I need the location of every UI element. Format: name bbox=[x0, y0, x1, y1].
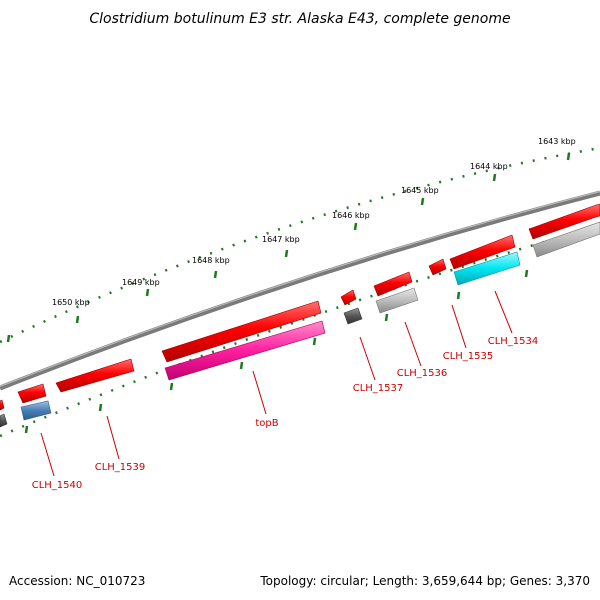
major-tick bbox=[284, 249, 289, 258]
major-tick bbox=[353, 222, 358, 231]
gene-label-clh-1535: CLH_1535 bbox=[443, 351, 494, 362]
scale-label: 1644 kbp bbox=[470, 162, 508, 171]
major-tick bbox=[169, 382, 174, 391]
leader-line bbox=[40, 432, 55, 477]
label-leaders bbox=[40, 290, 513, 477]
major-tick bbox=[420, 197, 425, 206]
scale-labels: 1643 kbp 1644 kbp 1645 kbp 1646 kbp 1647… bbox=[52, 137, 576, 307]
major-tick bbox=[6, 334, 11, 343]
gene-label-clh-1539: CLH_1539 bbox=[95, 462, 146, 473]
accession-text: Accession: NC_010723 bbox=[9, 574, 146, 588]
gene-label-clh-1537: CLH_1537 bbox=[353, 383, 404, 394]
genome-backbone bbox=[0, 190, 600, 391]
leader-line bbox=[106, 415, 120, 460]
gene-feature bbox=[375, 287, 419, 314]
gene-label-clh-1540: CLH_1540 bbox=[32, 480, 83, 491]
major-tick bbox=[524, 269, 529, 278]
leader-line bbox=[252, 370, 267, 415]
scale-label: 1647 kbp bbox=[262, 235, 300, 244]
leader-line bbox=[494, 290, 513, 334]
gene-feature bbox=[0, 413, 8, 428]
major-tick bbox=[213, 270, 218, 279]
scale-label: 1645 kbp bbox=[401, 186, 439, 195]
gene-feature bbox=[20, 400, 52, 421]
major-ticks bbox=[6, 152, 571, 434]
gene-feature bbox=[55, 358, 135, 393]
major-tick bbox=[75, 315, 80, 324]
forward-strand-features bbox=[0, 203, 600, 411]
leader-line bbox=[359, 336, 376, 381]
scale-label: 1649 kbp bbox=[122, 278, 160, 287]
gene-label-clh-1536: CLH_1536 bbox=[397, 368, 448, 379]
gene-feature bbox=[428, 258, 447, 276]
topology-text: Topology: circular; Length: 3,659,644 bp… bbox=[260, 574, 590, 588]
gene-feature bbox=[161, 300, 322, 363]
gene-feature bbox=[17, 383, 47, 404]
gene-feature bbox=[453, 251, 521, 286]
gene-labels: CLH_1534 CLH_1535 CLH_1536 CLH_1537 topB… bbox=[32, 336, 539, 491]
gene-feature bbox=[164, 320, 326, 381]
gene-feature bbox=[373, 271, 413, 297]
leader-line bbox=[451, 304, 467, 349]
major-tick bbox=[492, 173, 497, 182]
major-tick bbox=[239, 361, 244, 370]
gene-feature bbox=[340, 289, 357, 306]
gene-label-topb: topB bbox=[255, 418, 278, 429]
scale-label: 1643 kbp bbox=[538, 137, 576, 146]
gene-feature bbox=[532, 221, 600, 258]
gene-feature bbox=[0, 399, 5, 411]
leader-line bbox=[404, 321, 422, 367]
major-tick bbox=[384, 313, 389, 322]
scale-label: 1650 kbp bbox=[52, 298, 90, 307]
scale-label: 1646 kbp bbox=[332, 211, 370, 220]
major-tick bbox=[566, 152, 571, 161]
gene-feature bbox=[449, 234, 516, 270]
reverse-strand-features bbox=[0, 221, 600, 428]
major-tick bbox=[98, 403, 103, 412]
gene-feature bbox=[528, 203, 600, 240]
major-tick bbox=[456, 291, 461, 300]
scale-label: 1648 kbp bbox=[192, 256, 230, 265]
major-tick bbox=[24, 425, 29, 434]
major-tick bbox=[145, 288, 150, 297]
map-title: Clostridium botulinum E3 str. Alaska E43… bbox=[89, 11, 510, 27]
major-tick bbox=[312, 337, 317, 346]
gene-label-clh-1534: CLH_1534 bbox=[488, 336, 539, 347]
gene-feature bbox=[343, 307, 363, 325]
